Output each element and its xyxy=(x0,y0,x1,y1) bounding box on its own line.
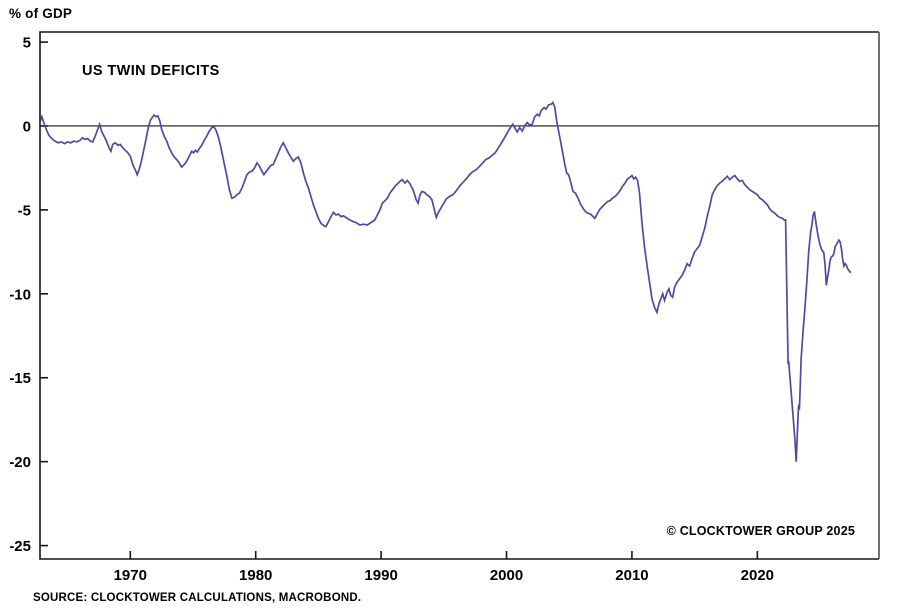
x-axis-tick-label: 1980 xyxy=(239,567,272,584)
x-axis-tick-label: 2000 xyxy=(490,567,523,584)
copyright-watermark: © CLOCKTOWER GROUP 2025 xyxy=(666,524,855,538)
y-axis-tick-label: -5 xyxy=(18,202,31,219)
y-axis-tick-label: -20 xyxy=(9,454,31,471)
x-axis-tick-label: 1970 xyxy=(114,567,147,584)
x-axis-tick-label: 2020 xyxy=(741,567,774,584)
x-axis-tick-label: 2010 xyxy=(615,567,648,584)
series-line xyxy=(39,101,852,462)
y-axis-tick-label: 5 xyxy=(23,35,31,52)
x-axis-tick-label: 1990 xyxy=(364,567,397,584)
y-axis-unit-label: % of GDP xyxy=(9,6,73,21)
y-axis-tick-label: -25 xyxy=(9,538,31,555)
chart-title: US TWIN DEFICITS xyxy=(82,63,220,79)
source-note: SOURCE: CLOCKTOWER CALCULATIONS, MACROBO… xyxy=(33,592,362,604)
y-axis-tick-label: -10 xyxy=(9,286,31,303)
y-axis-tick-label: -15 xyxy=(9,370,31,387)
y-axis-tick-label: 0 xyxy=(23,118,31,135)
plot-frame xyxy=(39,31,879,560)
